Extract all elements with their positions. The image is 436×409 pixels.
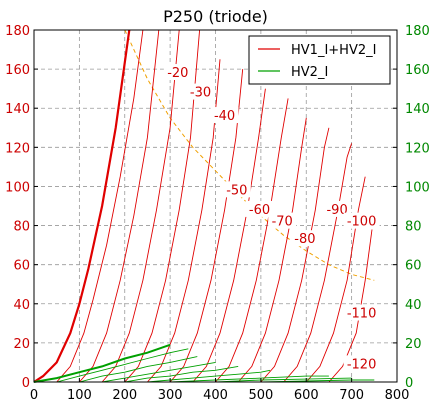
x-tick-label: 200: [112, 388, 137, 403]
curve-label-bg: [210, 107, 239, 124]
y-tick-label: 20: [13, 337, 30, 352]
curve-label-bg: [186, 83, 215, 100]
total-curve: [305, 176, 366, 383]
curve-label-bg: [245, 200, 274, 217]
x-tick-label: 100: [67, 388, 92, 403]
y2-tick-label: 60: [405, 259, 422, 274]
curve-label: -110: [347, 307, 377, 322]
y-tick-label: 40: [13, 298, 30, 313]
curve-label: -20: [167, 66, 188, 81]
curve-label-bg: [343, 355, 380, 372]
legend-box: [248, 35, 391, 85]
curve-label: -40: [214, 109, 235, 124]
y2-tick-label: 40: [405, 298, 422, 313]
screen-curve: [124, 365, 239, 383]
y2-tick-label: 80: [405, 220, 422, 235]
total-curve: [33, 29, 131, 383]
curve-label: -50: [226, 183, 247, 198]
y2-tick-label: 0: [405, 376, 413, 391]
y2-tick-label: 120: [405, 141, 430, 156]
x-tick-label: 700: [339, 388, 364, 403]
curve-label-bg: [268, 212, 297, 229]
curve-label-bg: [343, 304, 380, 321]
y2-tick-label: 180: [405, 24, 430, 39]
legend-label: HV2_I: [291, 65, 328, 80]
total-curve: [56, 29, 144, 383]
curve-label: -90: [326, 203, 347, 218]
total-curve: [215, 98, 289, 383]
screen-current-curves: [33, 343, 375, 383]
total-curve: [283, 143, 353, 383]
y2-tick-label: 140: [405, 102, 430, 117]
total-curve: [328, 229, 373, 383]
screen-curve: [102, 361, 216, 383]
y-tick-label: 120: [5, 141, 30, 156]
curve-label: -100: [347, 215, 377, 230]
y2-tick-label: 20: [405, 337, 422, 352]
curve-label-bg: [222, 181, 251, 198]
total-curve: [101, 29, 180, 383]
curve-label-bg: [290, 230, 319, 247]
screen-curve: [56, 348, 189, 383]
curve-label: -80: [294, 232, 315, 247]
curve-label-bg: [163, 64, 192, 81]
curve-label: -60: [249, 203, 270, 218]
total-curve: [79, 29, 160, 383]
legend-label: HV1_I+HV2_I: [291, 43, 376, 58]
y-tick-label: 80: [13, 220, 30, 235]
total-curve: [192, 88, 266, 383]
y-tick-label: 100: [5, 180, 30, 195]
x-tick-label: 300: [158, 388, 183, 403]
total-curve: [237, 117, 307, 383]
x-tick-label: 600: [294, 388, 319, 403]
x-tick-label: 0: [30, 388, 38, 403]
screen-curve: [79, 356, 198, 383]
total-curve: [124, 29, 201, 383]
y2-tick-label: 100: [405, 180, 430, 195]
y2-tick-label: 160: [405, 63, 430, 78]
y-tick-label: 60: [13, 259, 30, 274]
screen-curve: [215, 377, 352, 383]
x-tick-label: 500: [248, 388, 273, 403]
y-tick-label: 180: [5, 24, 30, 39]
curve-label: -70: [272, 215, 293, 230]
curve-label-bg: [343, 212, 380, 229]
x-tick-label: 400: [203, 388, 228, 403]
x-tick-label: 800: [385, 388, 410, 403]
chart-title: P250 (triode): [163, 7, 268, 26]
axis-ticks: 0 100 200 300 400 500 600 700 800020406080100120…: [5, 24, 430, 403]
curve-label: -120: [347, 357, 377, 372]
total-curve: [169, 69, 244, 383]
total-curve: [147, 59, 221, 383]
y-tick-label: 0: [22, 376, 30, 391]
y-tick-label: 160: [5, 63, 30, 78]
y-tick-label: 140: [5, 102, 30, 117]
curve-label: -30: [190, 86, 211, 101]
total-curve: [260, 127, 330, 383]
legend: HV1_I+HV2_I HV2_I: [248, 35, 391, 85]
screen-curve: [33, 343, 171, 383]
curve-labels: -20-30-40 -50-60-70-80 -90-100 -110 -120: [163, 64, 380, 372]
